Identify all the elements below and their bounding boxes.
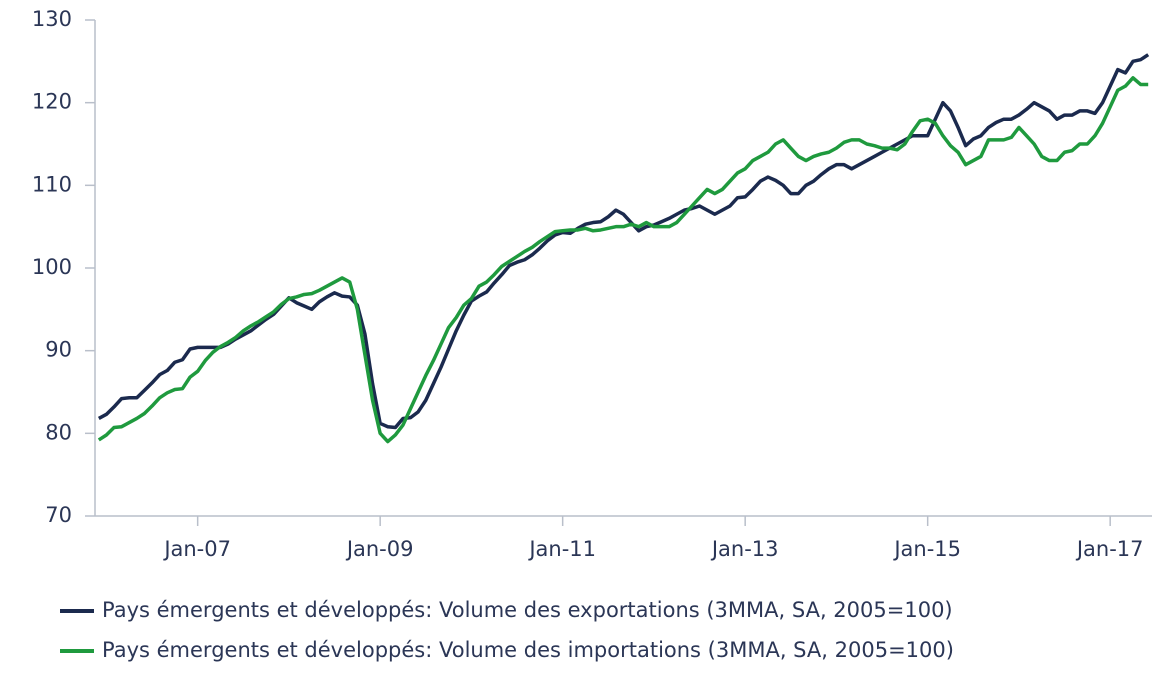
x-tick-label: Jan-17 xyxy=(1075,537,1144,561)
y-tick-label: 90 xyxy=(45,338,72,362)
y-tick-label: 120 xyxy=(32,90,72,114)
y-tick-label: 110 xyxy=(32,172,72,196)
x-tick-label: Jan-07 xyxy=(162,537,231,561)
y-tick-label: 130 xyxy=(32,7,72,31)
series-line xyxy=(97,76,1149,444)
legend-label: Pays émergents et développés: Volume des… xyxy=(102,598,953,622)
y-tick-label: 80 xyxy=(45,420,72,444)
x-tick-label: Jan-11 xyxy=(527,537,596,561)
x-tick-label: Jan-13 xyxy=(710,537,779,561)
series-line xyxy=(97,53,1150,430)
x-tick-label: Jan-09 xyxy=(345,537,414,561)
y-tick-label: 100 xyxy=(32,255,72,279)
legend-label: Pays émergents et développés: Volume des… xyxy=(102,638,954,662)
x-tick-label: Jan-15 xyxy=(892,537,961,561)
y-tick-label: 70 xyxy=(45,503,72,527)
